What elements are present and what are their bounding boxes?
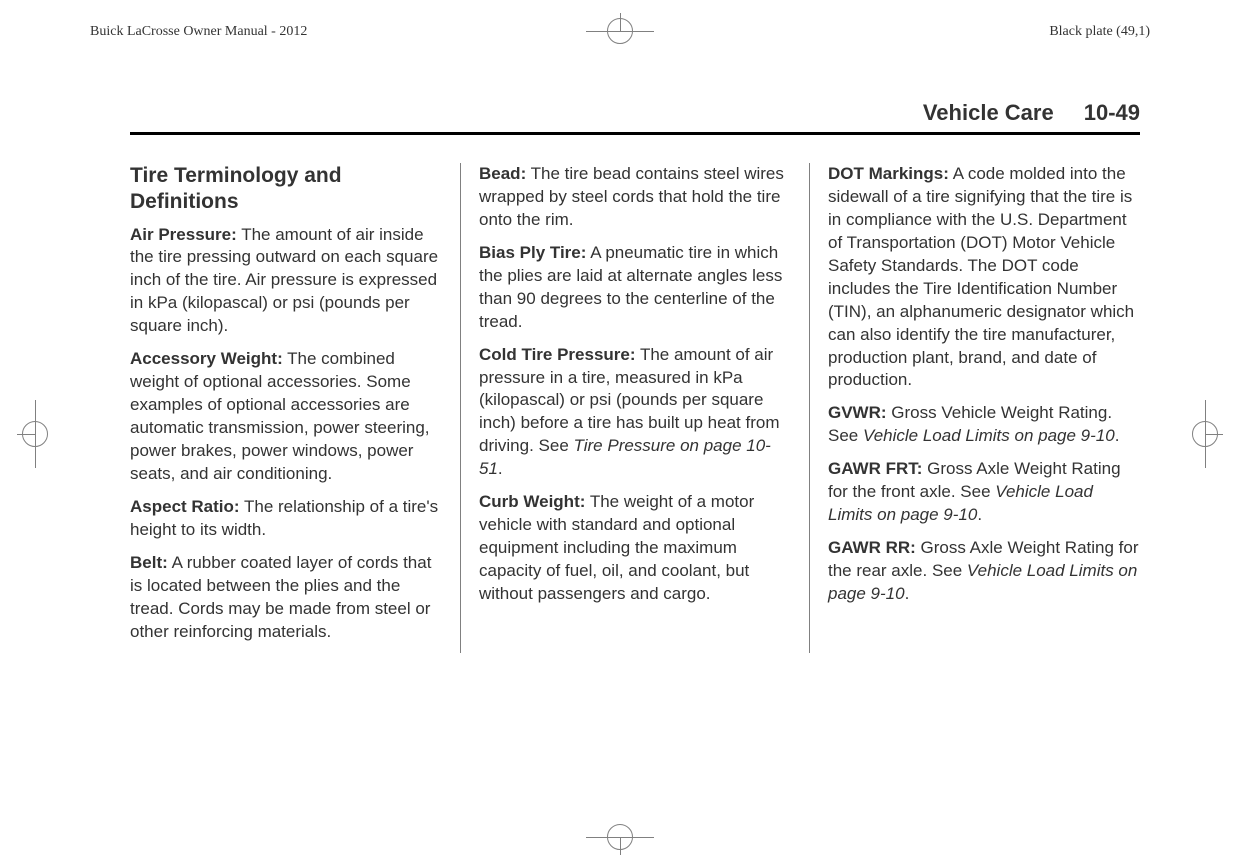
definition-text: A rubber coated layer of cords that is l… <box>130 553 431 641</box>
page-content: Vehicle Care 10-49 Tire Terminology and … <box>130 100 1140 653</box>
term: GVWR: <box>828 403 887 422</box>
term: Accessory Weight: <box>130 349 283 368</box>
definition-text: The combined weight of optional accessor… <box>130 349 430 483</box>
term: Bead: <box>479 164 526 183</box>
term: Air Pressure: <box>130 225 237 244</box>
definition-entry: Cold Tire Pressure: The amount of air pr… <box>479 344 791 482</box>
definition-text: . <box>905 584 910 603</box>
section-heading: Tire Terminology and Definitions <box>130 163 442 216</box>
column-1: Tire Terminology and Definitions Air Pre… <box>130 163 460 653</box>
doc-title: Buick LaCrosse Owner Manual - 2012 <box>90 24 307 40</box>
definition-entry: GVWR: Gross Vehicle Weight Rating. See V… <box>828 402 1140 448</box>
definition-entry: GAWR FRT: Gross Axle Weight Rating for t… <box>828 458 1140 527</box>
definition-entry: Accessory Weight: The combined weight of… <box>130 348 442 486</box>
definition-entry: GAWR RR: Gross Axle Weight Rating for th… <box>828 537 1140 606</box>
section-name: Vehicle Care <box>923 100 1054 126</box>
definition-text: . <box>977 505 982 524</box>
column-3: DOT Markings: A code molded into the sid… <box>809 163 1140 653</box>
term: Cold Tire Pressure: <box>479 345 636 364</box>
definition-entry: DOT Markings: A code molded into the sid… <box>828 163 1140 392</box>
term: Aspect Ratio: <box>130 497 240 516</box>
term: Belt: <box>130 553 168 572</box>
definition-entry: Bias Ply Tire: A pneumatic tire in which… <box>479 242 791 334</box>
term: GAWR FRT: <box>828 459 922 478</box>
cross-reference: Vehicle Load Limits on page 9-10 <box>863 426 1115 445</box>
registration-mark-icon <box>22 421 48 447</box>
plate-label: Black plate (49,1) <box>1049 24 1150 40</box>
definition-entry: Curb Weight: The weight of a motor vehic… <box>479 491 791 606</box>
definition-entry: Bead: The tire bead contains steel wires… <box>479 163 791 232</box>
definition-text: . <box>1115 426 1120 445</box>
definition-entry: Belt: A rubber coated layer of cords tha… <box>130 552 442 644</box>
term: DOT Markings: <box>828 164 949 183</box>
term: Bias Ply Tire: <box>479 243 586 262</box>
term: Curb Weight: <box>479 492 585 511</box>
term: GAWR RR: <box>828 538 916 557</box>
definition-entry: Aspect Ratio: The relationship of a tire… <box>130 496 442 542</box>
registration-mark-icon <box>607 824 633 850</box>
page-number: 10-49 <box>1084 100 1140 126</box>
definition-entry: Air Pressure: The amount of air inside t… <box>130 224 442 339</box>
definition-text: . <box>498 459 503 478</box>
text-columns: Tire Terminology and Definitions Air Pre… <box>130 163 1140 653</box>
definition-text: A code molded into the sidewall of a tir… <box>828 164 1134 389</box>
page-header: Vehicle Care 10-49 <box>130 100 1140 135</box>
registration-mark-icon <box>1192 421 1218 447</box>
column-2: Bead: The tire bead contains steel wires… <box>460 163 809 653</box>
registration-mark-icon <box>607 18 633 44</box>
